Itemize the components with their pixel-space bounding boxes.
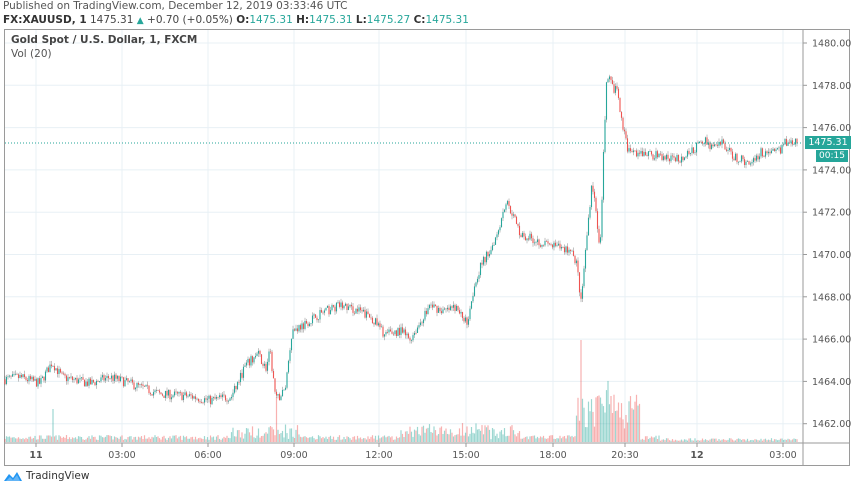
high-label: H: xyxy=(296,14,310,26)
price-tick-label: 1466.00 xyxy=(812,335,851,346)
bar-countdown-tag: 00:15 xyxy=(816,150,848,162)
volume-bars xyxy=(4,340,798,442)
price-tick-label: 1474.00 xyxy=(812,165,851,176)
last-price: 1475.31 xyxy=(90,14,134,26)
time-tick-label: 12 xyxy=(690,450,703,461)
low-label: L: xyxy=(355,14,367,26)
time-tick-label: 20:30 xyxy=(611,450,638,461)
chart-grid xyxy=(5,30,803,443)
price-tick-label: 1480.00 xyxy=(812,39,851,50)
price-axis[interactable]: 1480.00 1478.00 1476.00 1474.00 1472.00 1470.… xyxy=(803,39,851,431)
published-caption: Published on TradingView.com, December 1… xyxy=(3,0,348,12)
low-value: 1475.27 xyxy=(366,14,411,26)
last-price-tag: 1475.31 xyxy=(805,136,851,149)
price-tick-label: 1462.00 xyxy=(812,419,851,430)
symbol-quote-bar: FX:XAUUSD, 1 1475.31 ▲ +0.70 (+0.05%) O:… xyxy=(3,14,469,26)
pane-title: Gold Spot / U.S. Dollar, 1, FXCM xyxy=(11,34,198,46)
time-axis[interactable]: 11 03:00 06:00 09:00 12:00 15:00 18:00 20:30 12 0… xyxy=(29,443,797,461)
high-value: 1475.31 xyxy=(309,14,353,26)
price-tick-label: 1472.00 xyxy=(812,208,851,219)
time-tick-label: 18:00 xyxy=(539,450,566,461)
price-tick-label: 1468.00 xyxy=(812,292,851,303)
close-label: C: xyxy=(413,14,426,26)
open-label: O: xyxy=(236,14,250,26)
symbol-label: FX:XAUUSD, 1 xyxy=(3,14,87,26)
tradingview-logo[interactable]: TradingView xyxy=(3,470,89,482)
close-value: 1475.31 xyxy=(425,14,469,26)
volume-indicator-label[interactable]: Vol (20) xyxy=(11,48,52,60)
candlesticks xyxy=(4,74,798,408)
time-tick-label: 12:00 xyxy=(365,450,392,461)
time-tick-label: 11 xyxy=(29,450,42,461)
price-tick-label: 1476.00 xyxy=(812,123,851,134)
brand-name: TradingView xyxy=(26,470,90,482)
time-tick-label: 03:00 xyxy=(769,450,796,461)
chart-frame xyxy=(4,29,850,466)
time-tick-label: 06:00 xyxy=(194,450,221,461)
price-tick-label: 1470.00 xyxy=(812,250,851,261)
up-arrow-icon: ▲ xyxy=(136,16,144,26)
price-change: +0.70 (+0.05%) xyxy=(147,14,233,26)
open-value: 1475.31 xyxy=(249,14,293,26)
time-tick-label: 03:00 xyxy=(108,450,135,461)
time-tick-label: 15:00 xyxy=(452,450,479,461)
price-tick-label: 1464.00 xyxy=(812,377,851,388)
price-tick-label: 1478.00 xyxy=(812,81,851,92)
time-tick-label: 09:00 xyxy=(280,450,307,461)
tradingview-cloud-icon xyxy=(4,472,22,481)
